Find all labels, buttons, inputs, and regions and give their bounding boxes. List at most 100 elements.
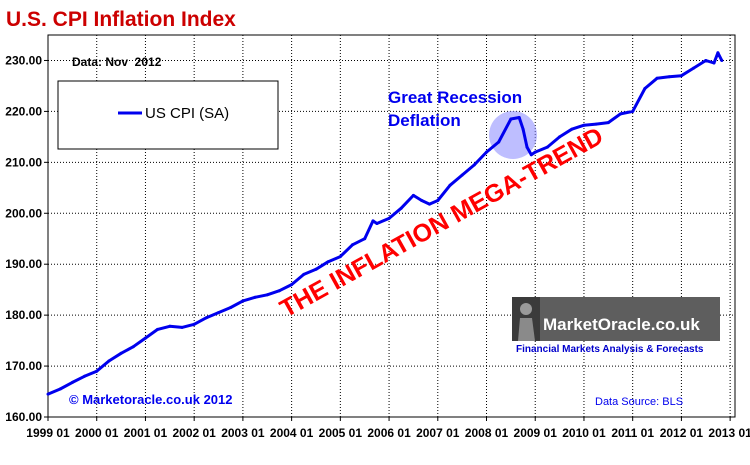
y-tick-label: 230.00 [5, 53, 42, 67]
data-point [485, 150, 488, 154]
x-tick-label: 2006 01 [367, 426, 411, 440]
x-tick-label: 2013 01 [708, 426, 750, 440]
x-tick-label: 2010 01 [562, 426, 606, 440]
data-point [460, 173, 464, 177]
data-point [119, 351, 123, 355]
data-point [338, 255, 342, 259]
data-point [655, 76, 659, 80]
data-point [521, 127, 525, 131]
data-point [667, 75, 671, 79]
data-point [46, 392, 50, 396]
data-point [70, 380, 74, 384]
data-point [448, 183, 452, 187]
data-point [204, 316, 208, 320]
data-point [472, 163, 476, 167]
data-point [156, 327, 160, 331]
data-point [143, 336, 147, 340]
data-point [326, 260, 330, 264]
data-point [619, 112, 622, 116]
x-tick-label: 2012 01 [660, 426, 704, 440]
legend-label: US CPI (SA) [145, 105, 229, 122]
data-point [529, 153, 533, 157]
data-point [692, 66, 696, 70]
recession-annotation-line1: Great Recession [388, 88, 522, 107]
gridlines [48, 35, 735, 417]
data-point [351, 243, 354, 247]
x-axis: 1999 01 2000 01 2001 01 2002 01 2003 01 2004 … [26, 417, 750, 440]
copyright-label: © Marketoracle.co.uk 2012 [69, 392, 233, 407]
data-point [290, 283, 294, 287]
data-point [192, 322, 196, 326]
data-point [558, 135, 562, 139]
data-point [720, 59, 724, 62]
y-tick-label: 190.00 [5, 257, 42, 271]
brand-banner [512, 297, 720, 341]
x-tick-label: 2004 01 [270, 426, 314, 440]
data-point [606, 121, 610, 125]
data-point [533, 150, 537, 154]
y-tick-label: 210.00 [5, 155, 42, 169]
data-point [253, 295, 257, 299]
y-tick-label: 220.00 [5, 104, 42, 118]
data-point [229, 306, 233, 309]
data-date-label: Data: Nov 2012 [72, 55, 162, 69]
data-source-label: Data Source: BLS [595, 396, 683, 408]
marketoracle-brand: MarketOracle.co.uk Financial Markets Ana… [512, 297, 720, 355]
x-tick-label: 2007 01 [416, 426, 460, 440]
data-point [363, 237, 367, 241]
data-point [679, 74, 683, 78]
data-point [168, 324, 172, 328]
recession-highlight-circle [489, 111, 537, 159]
y-tick-label: 160.00 [5, 410, 42, 424]
data-point [497, 140, 501, 144]
y-tick-label: 180.00 [5, 308, 42, 322]
x-tick-label: 2002 01 [172, 426, 216, 440]
data-point [436, 199, 440, 202]
data-point [371, 219, 375, 223]
data-point [58, 387, 62, 391]
data-point [131, 345, 135, 349]
data-point [525, 145, 529, 149]
data-point [594, 122, 598, 126]
data-point [314, 267, 318, 271]
brand-tagline: Financial Markets Analysis & Forecasts [516, 344, 704, 355]
legend-box [57, 80, 279, 150]
data-point [180, 325, 184, 329]
recession-annotation-line2: Deflation [388, 111, 461, 130]
data-point [428, 202, 431, 206]
x-tick-label: 2003 01 [221, 426, 265, 440]
brand-logo-head [520, 303, 532, 315]
x-tick-label: 2000 01 [75, 426, 119, 440]
data-point [83, 374, 86, 378]
plot-area-border [47, 34, 736, 418]
data-point [375, 222, 379, 225]
data-point [95, 369, 99, 373]
x-tick-label: 1999 01 [26, 426, 70, 440]
data-point [411, 193, 415, 197]
x-tick-label: 2001 01 [124, 426, 168, 440]
data-point [712, 61, 716, 65]
x-tick-label: 2011 01 [611, 426, 654, 440]
brand-logo-body [518, 318, 535, 341]
data-point [387, 216, 391, 220]
legend: US CPI (SA) [57, 80, 279, 150]
data-point [241, 299, 245, 303]
data-point [582, 123, 586, 127]
data-point [217, 311, 220, 315]
data-point [545, 145, 549, 149]
x-tick-label: 2008 01 [465, 426, 509, 440]
data-point [107, 359, 111, 363]
data-point [509, 117, 513, 121]
data-point [570, 127, 574, 131]
data-point [631, 109, 635, 113]
data-point [399, 206, 403, 210]
x-tick-label: 2005 01 [319, 426, 363, 440]
brand-name: MarketOracle.co.uk [543, 315, 700, 334]
y-tick-label: 200.00 [5, 206, 42, 220]
y-axis: 160.00 170.00 180.00 190.00 200.00 210.00 220.… [5, 53, 48, 424]
data-point [704, 59, 708, 62]
y-tick-label: 170.00 [5, 359, 42, 373]
data-point [277, 289, 281, 293]
